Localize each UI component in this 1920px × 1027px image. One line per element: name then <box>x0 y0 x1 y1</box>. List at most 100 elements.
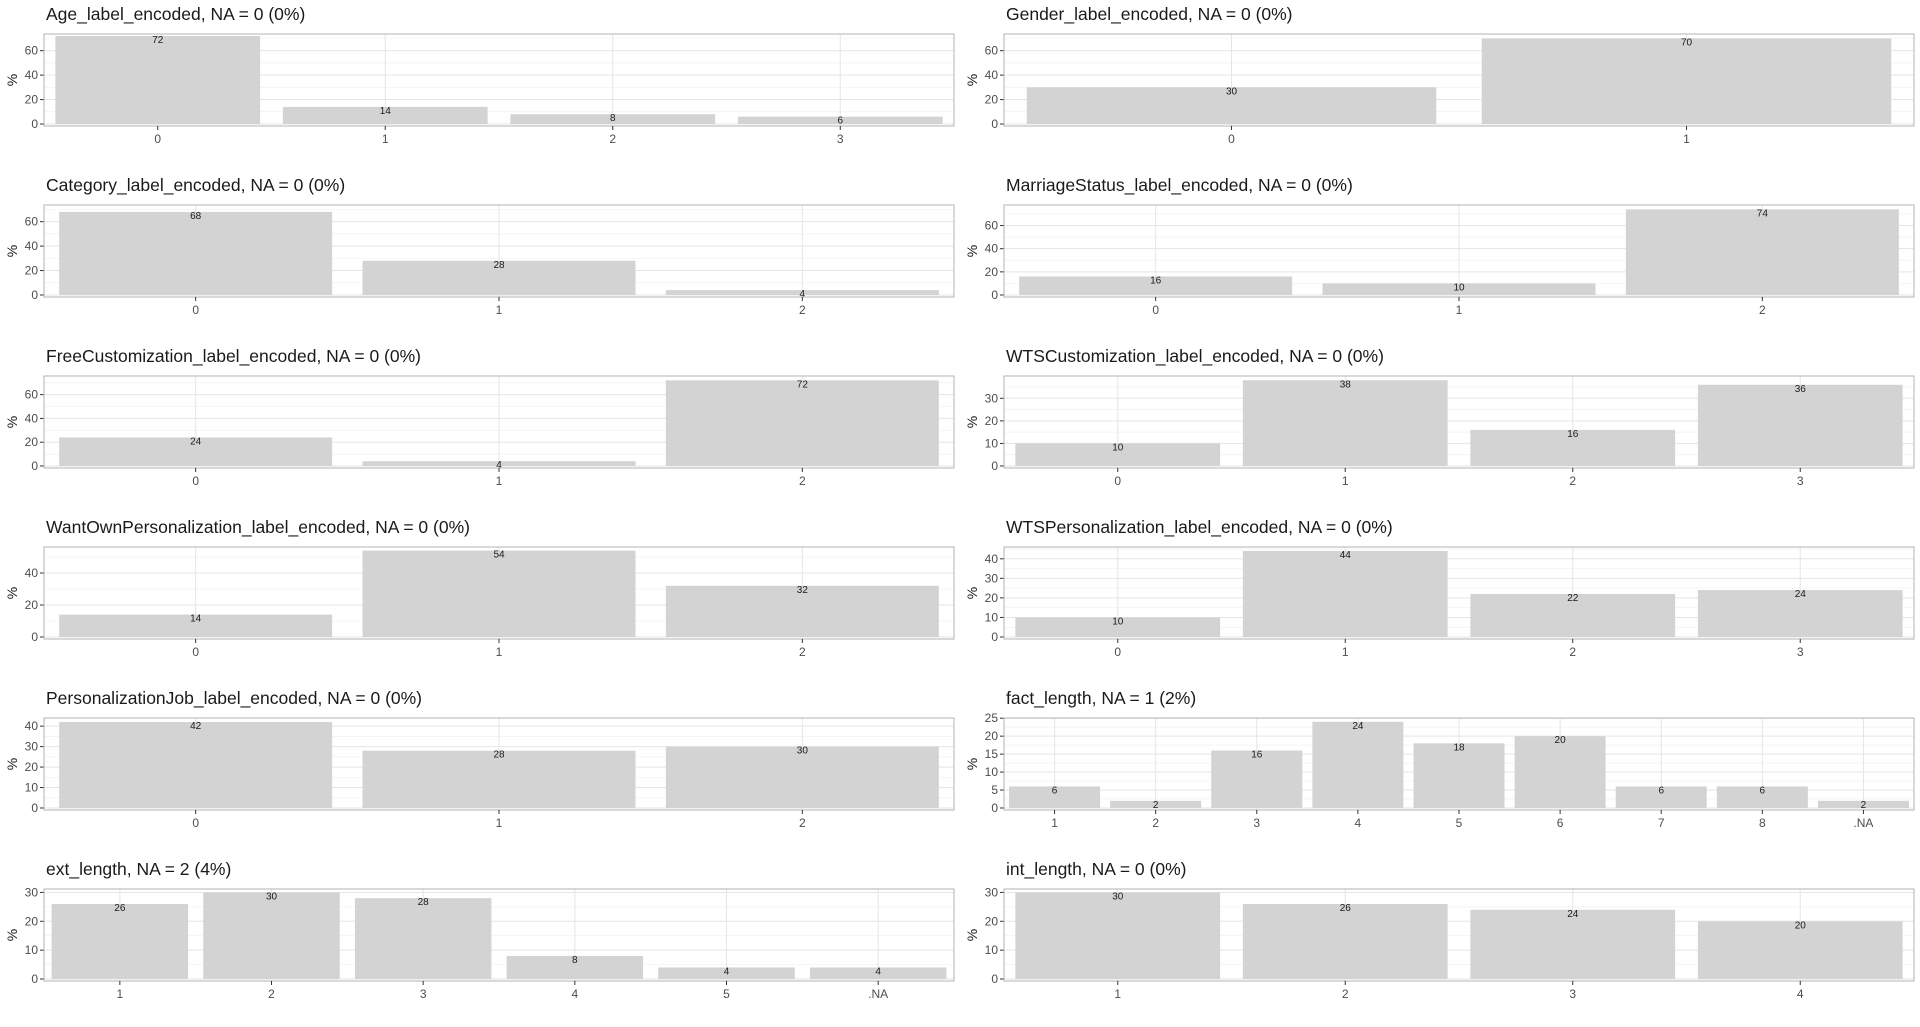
chart-title: WantOwnPersonalization_label_encoded, NA… <box>46 517 470 537</box>
bar <box>1026 87 1437 124</box>
y-tick-label: 40 <box>25 566 39 580</box>
chart-panel: MarriageStatus_label_encoded, NA = 0 (0%… <box>960 171 1920 342</box>
data-label: 24 <box>1567 909 1579 920</box>
x-tick-label: 1 <box>496 816 503 830</box>
y-tick-label: 0 <box>991 288 998 302</box>
chart-panel: FreeCustomization_label_encoded, NA = 0 … <box>0 342 960 513</box>
data-label: 14 <box>380 106 392 117</box>
x-tick-label: 0 <box>154 132 161 146</box>
bar-chart: 0 10 20 30 30 26 24 20 1 2 3 4% <box>964 885 1915 1001</box>
bar <box>1242 550 1448 637</box>
y-tick-label: 30 <box>985 885 999 899</box>
bar <box>1615 786 1707 808</box>
chart-panel: WTSCustomization_label_encoded, NA = 0 (… <box>960 342 1920 513</box>
x-tick-label: 1 <box>1051 816 1058 830</box>
x-tick-label: 0 <box>1152 303 1159 317</box>
y-tick-label: 20 <box>985 414 999 428</box>
bar-chart: 0 20 40 60 30 70 0 1% <box>964 33 1915 146</box>
data-label: 44 <box>1340 550 1352 561</box>
y-axis-label: % <box>964 245 980 257</box>
x-tick-label: 0 <box>1228 132 1235 146</box>
data-label: 24 <box>1795 589 1807 600</box>
panel-border <box>1003 546 1915 640</box>
y-axis-label: % <box>964 416 980 428</box>
data-label: 4 <box>724 966 730 977</box>
bar-chart: 0 10 20 30 40 10 44 22 24 0 1 2 3% <box>964 546 1915 659</box>
y-tick-label: 20 <box>25 598 39 612</box>
x-tick-label: 2 <box>1342 987 1349 1001</box>
data-label: 6 <box>1658 785 1664 796</box>
bar <box>59 437 333 466</box>
x-tick-label: .NA <box>868 987 888 1001</box>
chart-title: WTSCustomization_label_encoded, NA = 0 (… <box>1006 346 1384 366</box>
y-tick-label: 40 <box>985 552 999 566</box>
bar-chart: 0 20 40 14 54 32 0 1 2% <box>4 546 955 659</box>
bar <box>1481 38 1892 124</box>
data-label: 28 <box>418 897 430 908</box>
bar <box>362 550 636 637</box>
chart-panel: PersonalizationJob_label_encoded, NA = 0… <box>0 684 960 855</box>
bar <box>506 955 644 979</box>
x-tick-label: 5 <box>1456 816 1463 830</box>
data-label: 4 <box>800 289 806 300</box>
y-axis-label: % <box>4 74 20 86</box>
data-label: 28 <box>493 750 505 761</box>
bar <box>203 892 340 979</box>
bar <box>51 903 189 979</box>
y-tick-label: 0 <box>991 459 998 473</box>
bar <box>1625 209 1899 295</box>
y-tick-label: 20 <box>985 914 999 928</box>
bar <box>59 614 333 637</box>
bar <box>1514 736 1606 808</box>
x-tick-label: 1 <box>382 132 389 146</box>
data-label: 10 <box>1112 616 1124 627</box>
chart-title: WTSPersonalization_label_encoded, NA = 0… <box>1006 517 1393 537</box>
data-label: 4 <box>496 460 502 471</box>
x-tick-label: 0 <box>192 816 199 830</box>
y-tick-label: 20 <box>25 760 39 774</box>
y-axis-label: % <box>4 416 20 428</box>
bar <box>362 461 636 466</box>
bar <box>1697 590 1903 637</box>
bar-chart: 0 5 10 15 20 25 6 2 16 24 18 20 6 6 2 1 2 3 4 5 6 7 8 .NA% <box>964 711 1915 830</box>
y-tick-label: 20 <box>985 93 999 107</box>
y-tick-label: 0 <box>31 117 38 131</box>
data-label: 30 <box>1112 891 1124 902</box>
x-tick-label: 3 <box>1253 816 1260 830</box>
y-tick-label: 20 <box>985 265 999 279</box>
bar <box>1015 892 1221 979</box>
chart-title: Category_label_encoded, NA = 0 (0%) <box>46 175 346 195</box>
y-axis-label: % <box>4 245 20 257</box>
chart-panel: Age_label_encoded, NA = 0 (0%) 0 20 40 60 72 1… <box>0 0 960 171</box>
x-tick-label: 4 <box>1797 987 1804 1001</box>
y-tick-label: 20 <box>25 914 39 928</box>
bar <box>1015 443 1221 466</box>
chart-panel: int_length, NA = 0 (0%) 0 10 20 30 30 26 24 20 1 2… <box>960 855 1920 1026</box>
x-tick-label: 8 <box>1759 816 1766 830</box>
y-tick-label: 40 <box>25 68 39 82</box>
data-label: 16 <box>1251 750 1263 761</box>
y-axis-label: % <box>964 587 980 599</box>
x-tick-label: 2 <box>799 816 806 830</box>
bar <box>55 36 261 124</box>
bar-chart: 0 10 20 30 26 30 28 8 4 4 1 2 3 4 5 .NA% <box>4 885 955 1001</box>
y-tick-label: 10 <box>985 943 999 957</box>
data-label: 74 <box>1757 208 1769 219</box>
data-label: 4 <box>875 966 881 977</box>
data-label: 22 <box>1567 593 1579 604</box>
x-tick-label: 3 <box>837 132 844 146</box>
x-tick-label: 7 <box>1658 816 1665 830</box>
chart-title: int_length, NA = 0 (0%) <box>1006 859 1187 879</box>
x-tick-label: 0 <box>192 303 199 317</box>
y-axis-label: % <box>4 587 20 599</box>
bar <box>1413 743 1505 808</box>
chart-title: Age_label_encoded, NA = 0 (0%) <box>46 4 306 24</box>
data-label: 16 <box>1567 429 1579 440</box>
y-tick-label: 0 <box>31 288 38 302</box>
y-tick-label: 0 <box>31 801 38 815</box>
chart-panel: Category_label_encoded, NA = 0 (0%) 0 20 40… <box>0 171 960 342</box>
x-tick-label: 1 <box>1114 987 1121 1001</box>
y-tick-label: 60 <box>985 44 999 58</box>
x-tick-label: 2 <box>799 474 806 488</box>
chart-panel: ext_length, NA = 2 (4%) 0 10 20 30 26 30 28 8 4 4 1… <box>0 855 960 1026</box>
